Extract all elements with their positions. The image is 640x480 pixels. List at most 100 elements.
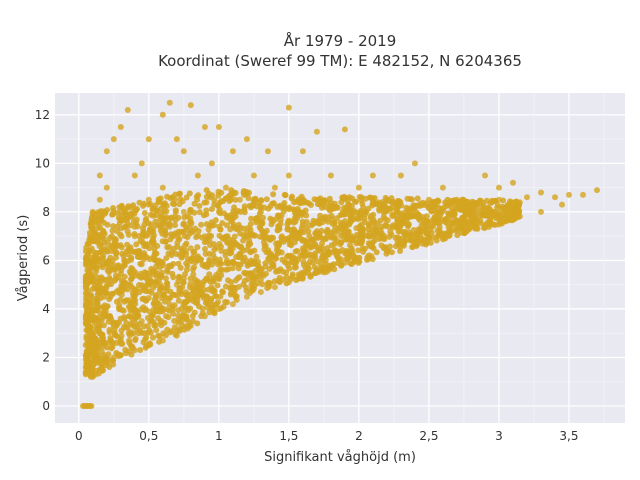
data-point bbox=[264, 148, 271, 155]
data-point bbox=[128, 256, 135, 263]
data-point bbox=[271, 184, 278, 191]
data-point bbox=[163, 202, 170, 209]
data-point bbox=[120, 307, 127, 314]
data-point bbox=[196, 279, 203, 286]
data-point bbox=[309, 221, 316, 227]
data-point bbox=[112, 236, 119, 243]
data-point bbox=[153, 327, 160, 333]
data-point bbox=[100, 343, 107, 350]
data-point bbox=[276, 202, 283, 209]
data-point bbox=[146, 270, 153, 277]
data-point bbox=[311, 264, 318, 271]
data-point bbox=[224, 222, 230, 229]
data-point bbox=[496, 196, 502, 203]
data-point bbox=[287, 239, 294, 246]
data-point bbox=[84, 321, 91, 327]
data-point bbox=[220, 289, 226, 296]
data-point bbox=[580, 191, 586, 198]
data-point bbox=[176, 190, 183, 197]
data-point bbox=[250, 285, 257, 292]
data-point bbox=[96, 366, 103, 373]
data-point bbox=[107, 313, 113, 320]
data-point bbox=[243, 191, 250, 198]
data-point bbox=[482, 224, 488, 231]
data-point bbox=[273, 247, 280, 254]
data-point bbox=[365, 226, 372, 233]
data-point bbox=[257, 225, 264, 232]
data-point bbox=[118, 202, 125, 209]
data-point bbox=[297, 253, 304, 259]
data-point bbox=[364, 232, 371, 239]
data-point bbox=[133, 220, 140, 227]
data-point bbox=[241, 277, 248, 284]
data-point bbox=[132, 207, 139, 214]
data-point bbox=[253, 253, 260, 260]
data-point bbox=[318, 227, 325, 234]
data-point bbox=[201, 239, 208, 246]
data-point bbox=[376, 236, 383, 242]
data-point bbox=[143, 288, 150, 295]
data-point bbox=[297, 210, 304, 216]
data-point bbox=[206, 256, 213, 263]
data-point bbox=[97, 224, 104, 231]
data-point bbox=[170, 274, 177, 281]
data-point bbox=[333, 215, 340, 222]
data-point bbox=[226, 214, 233, 221]
data-point bbox=[318, 265, 325, 272]
data-point bbox=[201, 313, 208, 320]
data-point bbox=[338, 199, 345, 206]
data-point bbox=[262, 242, 269, 249]
data-point bbox=[258, 220, 265, 227]
data-point bbox=[313, 128, 320, 135]
data-point bbox=[109, 290, 116, 297]
data-point bbox=[131, 233, 138, 240]
data-point bbox=[410, 227, 417, 233]
data-point bbox=[194, 196, 201, 203]
data-point bbox=[247, 270, 254, 277]
data-point bbox=[210, 241, 217, 247]
data-point bbox=[141, 210, 148, 216]
data-point bbox=[439, 184, 446, 191]
data-point bbox=[172, 213, 179, 220]
data-point bbox=[186, 190, 193, 197]
data-point bbox=[227, 240, 234, 247]
data-point bbox=[383, 247, 390, 254]
data-point bbox=[339, 194, 346, 201]
data-point bbox=[178, 305, 185, 312]
data-point bbox=[290, 259, 296, 266]
data-point bbox=[268, 234, 275, 241]
data-point bbox=[209, 286, 216, 293]
data-point bbox=[123, 320, 130, 327]
data-point bbox=[231, 233, 238, 240]
data-point bbox=[381, 203, 388, 210]
data-point bbox=[302, 253, 308, 260]
data-point bbox=[347, 218, 354, 225]
data-point bbox=[234, 207, 241, 214]
data-point bbox=[166, 221, 173, 227]
data-point bbox=[254, 262, 261, 269]
data-point bbox=[117, 338, 124, 344]
data-point bbox=[198, 289, 205, 296]
data-point bbox=[215, 269, 222, 276]
data-point bbox=[133, 320, 140, 327]
data-point bbox=[566, 191, 572, 198]
data-point bbox=[96, 196, 103, 203]
data-point bbox=[404, 195, 411, 202]
data-point bbox=[319, 219, 326, 226]
data-point bbox=[163, 208, 170, 215]
data-point bbox=[96, 172, 103, 179]
data-point bbox=[250, 172, 257, 179]
data-point bbox=[361, 245, 368, 252]
data-point bbox=[196, 203, 203, 209]
data-point bbox=[113, 249, 120, 256]
data-point bbox=[342, 236, 348, 243]
data-point bbox=[179, 322, 186, 329]
data-point bbox=[215, 202, 222, 209]
data-point bbox=[110, 245, 117, 252]
data-point bbox=[380, 213, 387, 220]
data-point bbox=[122, 216, 129, 223]
data-point bbox=[234, 226, 241, 233]
data-point bbox=[179, 198, 186, 205]
data-point bbox=[190, 271, 197, 278]
